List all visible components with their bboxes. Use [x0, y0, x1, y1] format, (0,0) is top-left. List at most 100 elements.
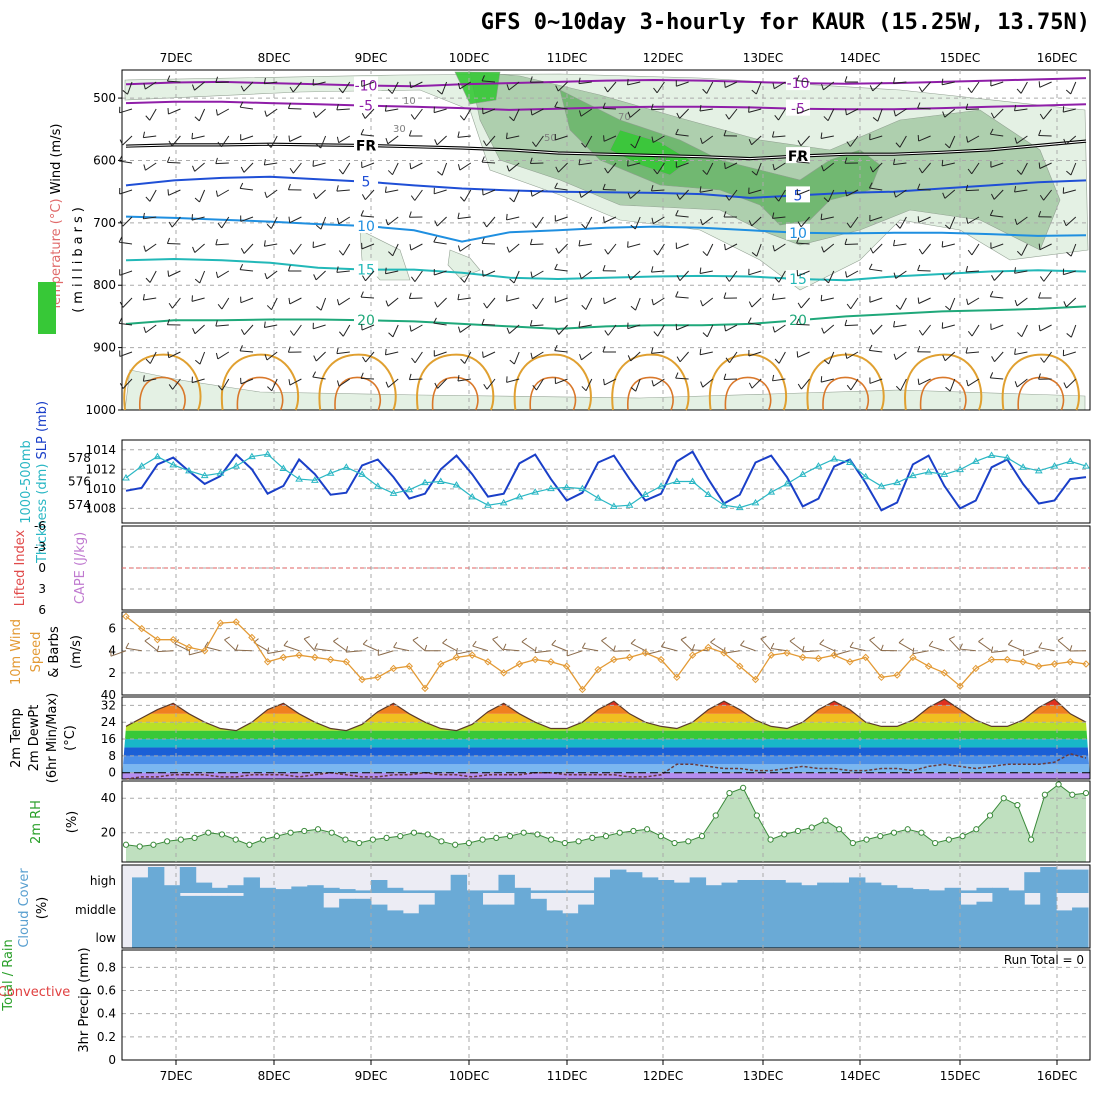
surface-wind-barb: [978, 641, 992, 652]
upper-wind-barb-flag: [194, 278, 201, 284]
surface-wind-barb: [333, 640, 347, 652]
upper-wind-barb: [365, 351, 375, 363]
thickness-point: [971, 457, 980, 464]
upper-wind-barb: [846, 189, 859, 197]
thickness-point: [1050, 462, 1059, 469]
upper-wind-barb-flag: [145, 358, 151, 364]
upper-wind-barb: [240, 297, 254, 304]
upper-wind-barb: [217, 189, 230, 197]
cloud-bar: [434, 890, 452, 893]
upper-wind-barb: [168, 108, 181, 115]
precip-tick-label: 0.8: [97, 960, 116, 974]
wind-speed-point: [1050, 660, 1059, 668]
upper-wind-barb: [312, 243, 326, 249]
cloud-bar: [753, 893, 770, 922]
chart-title: GFS 0~10day 3-hourly for KAUR (15.25W, 1…: [480, 10, 1090, 35]
upper-wind-barb-flag: [1038, 210, 1042, 217]
thickness-point: [704, 490, 713, 498]
cloud-bar: [418, 922, 436, 948]
upper-wind-barb: [535, 135, 544, 147]
upper-wind-barb: [486, 297, 496, 309]
upper-wind-barb: [270, 216, 278, 229]
upper-wind-barb-flag: [1017, 332, 1023, 338]
upper-wind-barb-flag: [191, 132, 194, 139]
cloud-bar: [355, 922, 372, 948]
cloud-bar: [371, 904, 388, 922]
upper-wind-barb: [993, 189, 1004, 200]
upper-wind-barb-flag: [289, 86, 294, 93]
thickness-point: [641, 490, 650, 498]
wind-frame: [121, 611, 1091, 696]
upper-wind-barb-flag: [603, 216, 605, 223]
upper-wind-barb: [872, 81, 883, 92]
thickness-point: [1034, 466, 1043, 474]
cloud-bar: [896, 893, 914, 922]
upper-wind-barb: [993, 108, 1004, 119]
cloud-bar: [817, 882, 834, 893]
cloud-bar: [323, 907, 340, 922]
upper-wind-barb-flag: [700, 137, 703, 144]
thickness-tick-label: 574: [68, 498, 91, 512]
upper-wind-barb: [585, 135, 593, 148]
upper-wind-barb-flag: [434, 382, 439, 389]
upper-wind-barb-flag: [1014, 299, 1018, 306]
upper-wind-barb-flag: [653, 87, 658, 94]
upper-wind-barb-flag: [581, 304, 587, 310]
upper-wind-barb: [651, 270, 665, 273]
upper-wind-barb-flag: [387, 170, 393, 176]
upper-wind-barb-flag: [772, 82, 775, 89]
cloud-bar: [386, 922, 404, 948]
surface-wind-barb-flag: [442, 638, 448, 644]
upper-wind-barb: [921, 162, 931, 174]
upper-wind-barb: [168, 270, 181, 277]
upper-wind-barb-flag: [700, 218, 703, 225]
surface-wind-barb: [849, 646, 866, 652]
upper-wind-barb-flag: [941, 241, 944, 248]
upper-wind-barb-flag: [457, 82, 461, 90]
upper-wind-barb-flag: [239, 182, 244, 189]
isotherm-label: FR: [356, 138, 377, 154]
upper-wind-barb-flag: [530, 271, 533, 278]
upper-wind-barb: [899, 216, 907, 229]
bottom-date-label: 13DEC: [743, 1069, 783, 1083]
cloud-bar: [721, 882, 738, 893]
wind-speed-point: [688, 651, 697, 659]
upper-wind-barb-flag: [457, 164, 461, 171]
upper-wind-barb: [243, 324, 254, 335]
upper-wind-barb: [630, 351, 641, 362]
upper-wind-barb: [167, 161, 181, 164]
rh-green-area: [454, 71, 501, 105]
temp-color-band: [122, 764, 1090, 773]
thickness-label-part: 1000-500mb: [19, 440, 34, 524]
upper-wind-barb-flag: [578, 321, 581, 328]
upper-wind-barb: [942, 162, 955, 167]
upper-wind-barb-flag: [264, 272, 268, 279]
upper-wind-barb-flag: [168, 140, 173, 147]
rh2m-point: [1069, 791, 1076, 798]
upper-wind-barb-flag: [991, 356, 995, 362]
thickness-point: [877, 482, 886, 489]
upper-wind-barb: [729, 351, 738, 363]
surface-wind-barb: [204, 646, 221, 652]
precip-frame: [121, 949, 1091, 1061]
upper-wind-barb-flag: [797, 140, 802, 146]
thickness-point: [767, 488, 776, 495]
upper-wind-barb-flag: [481, 318, 485, 325]
upper-wind-barb: [198, 108, 206, 122]
upper-wind-barb-flag: [651, 298, 654, 306]
cloud-bar: [291, 886, 308, 893]
upper-wind-barb-flag: [530, 109, 533, 116]
upper-wind-barb: [531, 351, 544, 360]
cloud-bar: [610, 893, 627, 922]
upper-wind-barb: [772, 216, 786, 219]
upper-wind-barb: [965, 270, 980, 273]
cloud-bar: [641, 922, 659, 948]
upper-wind-barb-flag: [942, 354, 946, 361]
cloud-bar: [689, 922, 707, 948]
isotherm-label-bg: [354, 216, 378, 233]
upper-wind-barb-flag: [603, 297, 605, 304]
cloud-bar: [801, 893, 818, 922]
upper-wind-barb: [827, 189, 835, 202]
isotherm-label: 15: [789, 272, 807, 288]
